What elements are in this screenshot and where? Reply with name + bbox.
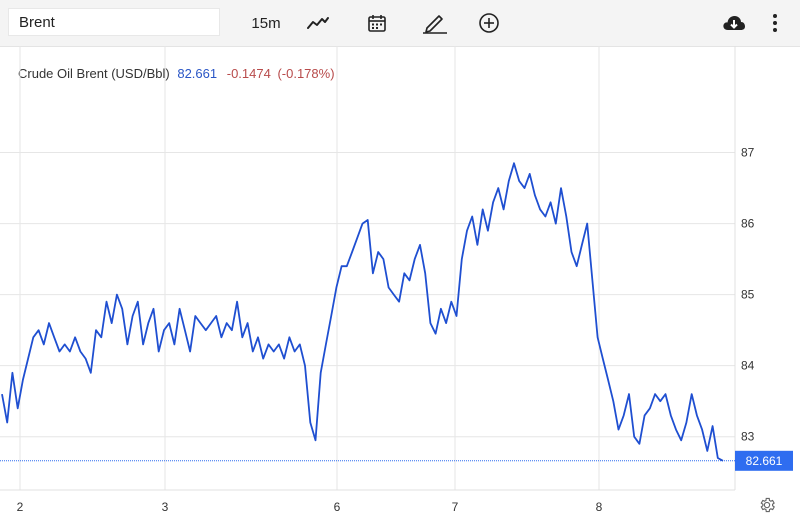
symbol-input[interactable]: Brent bbox=[8, 8, 220, 36]
x-tick-label: 8 bbox=[596, 500, 603, 514]
price-change: -0.1474 bbox=[226, 66, 271, 81]
instrument-name: Crude Oil Brent (USD/Bbl) bbox=[18, 66, 170, 81]
interval-button[interactable]: 15m bbox=[251, 14, 281, 32]
x-tick-label: 6 bbox=[334, 500, 341, 514]
x-tick-label: 2 bbox=[17, 500, 24, 514]
add-indicator-icon[interactable] bbox=[474, 8, 504, 38]
x-tick-label: 3 bbox=[162, 500, 169, 514]
chart-toolbar: Brent 15m bbox=[0, 0, 800, 47]
y-axis: 83 84 85 86 87 bbox=[741, 146, 755, 444]
settings-gear-icon[interactable] bbox=[758, 496, 776, 514]
more-icon[interactable] bbox=[760, 8, 790, 38]
download-icon[interactable] bbox=[719, 8, 749, 38]
y-tick-label: 86 bbox=[741, 217, 755, 231]
y-tick-label: 87 bbox=[741, 146, 755, 160]
x-tick-label: 7 bbox=[452, 500, 459, 514]
current-price-tag-box bbox=[735, 450, 793, 471]
x-axis: 2 3 6 7 8 bbox=[17, 500, 603, 514]
price-change-percent: (-0.178%) bbox=[277, 66, 335, 81]
current-price-tag: 82.661 bbox=[735, 450, 793, 471]
draw-icon[interactable] bbox=[420, 8, 450, 38]
y-tick-label: 83 bbox=[741, 430, 755, 444]
line-chart-icon[interactable] bbox=[303, 8, 333, 38]
y-tick-label: 85 bbox=[741, 288, 755, 302]
calendar-icon[interactable] bbox=[362, 8, 392, 38]
current-price-tag-label: 82.661 bbox=[746, 454, 783, 468]
y-tick-label: 84 bbox=[741, 359, 755, 373]
chart-grid bbox=[0, 46, 736, 491]
price-series-line bbox=[1, 162, 724, 462]
price-legend: Crude Oil Brent (USD/Bbl) 82.661 -0.1474… bbox=[18, 66, 335, 81]
price-chart[interactable]: 83 84 85 86 87 2 3 6 7 8 82.661 bbox=[0, 46, 800, 525]
last-price: 82.661 bbox=[177, 66, 218, 81]
